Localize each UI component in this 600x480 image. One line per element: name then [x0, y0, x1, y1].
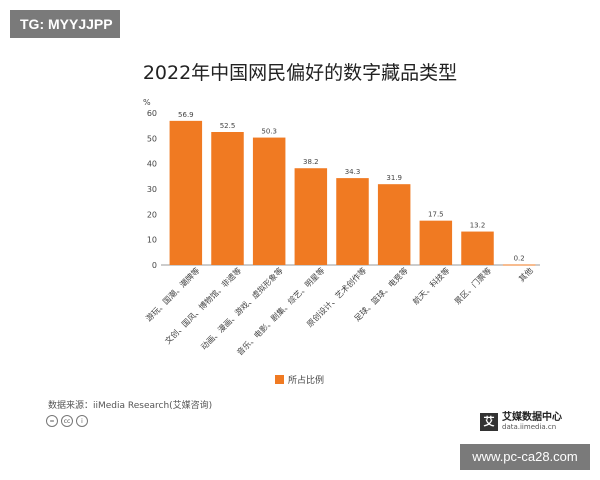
y-tick-label: 30 [147, 185, 157, 194]
data-label: 56.9 [178, 111, 194, 119]
y-tick-label: 10 [147, 236, 157, 245]
source-note: 数据来源：iiMedia Research(艾媒咨询) [48, 401, 213, 411]
data-label: 13.2 [470, 222, 486, 230]
data-label: 34.3 [345, 168, 361, 176]
brand-name: 艾媒数据中心 [502, 412, 562, 423]
y-tick-label: 60 [147, 109, 157, 118]
data-label: 52.5 [220, 122, 236, 130]
tg-badge: TG: MYYJJPP [10, 10, 120, 38]
y-axis-unit: % [143, 98, 151, 107]
data-label: 0.2 [514, 254, 525, 262]
x-tick-label: 文创、国风、博物馆、非遗等 [163, 265, 244, 346]
bar [252, 137, 286, 265]
brand: 艾 艾媒数据中心 data.iimedia.cn [480, 412, 562, 432]
data-label: 31.9 [386, 174, 402, 182]
y-tick-label: 50 [147, 134, 157, 143]
bar [377, 184, 411, 265]
watermark: www.pc-ca28.com [460, 444, 590, 470]
data-label: 50.3 [261, 128, 277, 136]
bar [336, 178, 369, 265]
data-label: 38.2 [303, 158, 319, 166]
y-tick-label: 20 [147, 210, 157, 219]
brand-logo-icon: 艾 [480, 413, 498, 431]
x-tick-label: 其他 [516, 265, 534, 283]
brand-url: data.iimedia.cn [502, 423, 557, 431]
license-icons: = cc i [46, 415, 88, 427]
x-tick-label: 动画、漫画、游戏、虚拟形象等 [199, 265, 285, 351]
legend-swatch [275, 375, 284, 384]
legend: 所占比例 [275, 373, 324, 386]
x-tick-label: 航天、科技等 [410, 265, 451, 306]
equals-icon: = [46, 415, 58, 427]
x-tick-label: 景区、门票等 [452, 265, 493, 306]
bar [502, 264, 536, 266]
bar [294, 168, 328, 265]
y-tick-label: 0 [152, 261, 157, 270]
bar [211, 132, 244, 265]
chart-title: 2022年中国网民偏好的数字藏品类型 [142, 62, 458, 84]
info-icon: i [76, 415, 88, 427]
y-tick-label: 40 [147, 160, 157, 169]
bar [169, 120, 203, 265]
legend-label: 所占比例 [288, 376, 325, 386]
x-tick-label: 音乐、电影、剧集、综艺、明星等 [235, 265, 327, 357]
bar [461, 231, 494, 265]
cc-icon: cc [61, 415, 73, 427]
data-label: 17.5 [428, 211, 444, 219]
bar [419, 220, 453, 265]
